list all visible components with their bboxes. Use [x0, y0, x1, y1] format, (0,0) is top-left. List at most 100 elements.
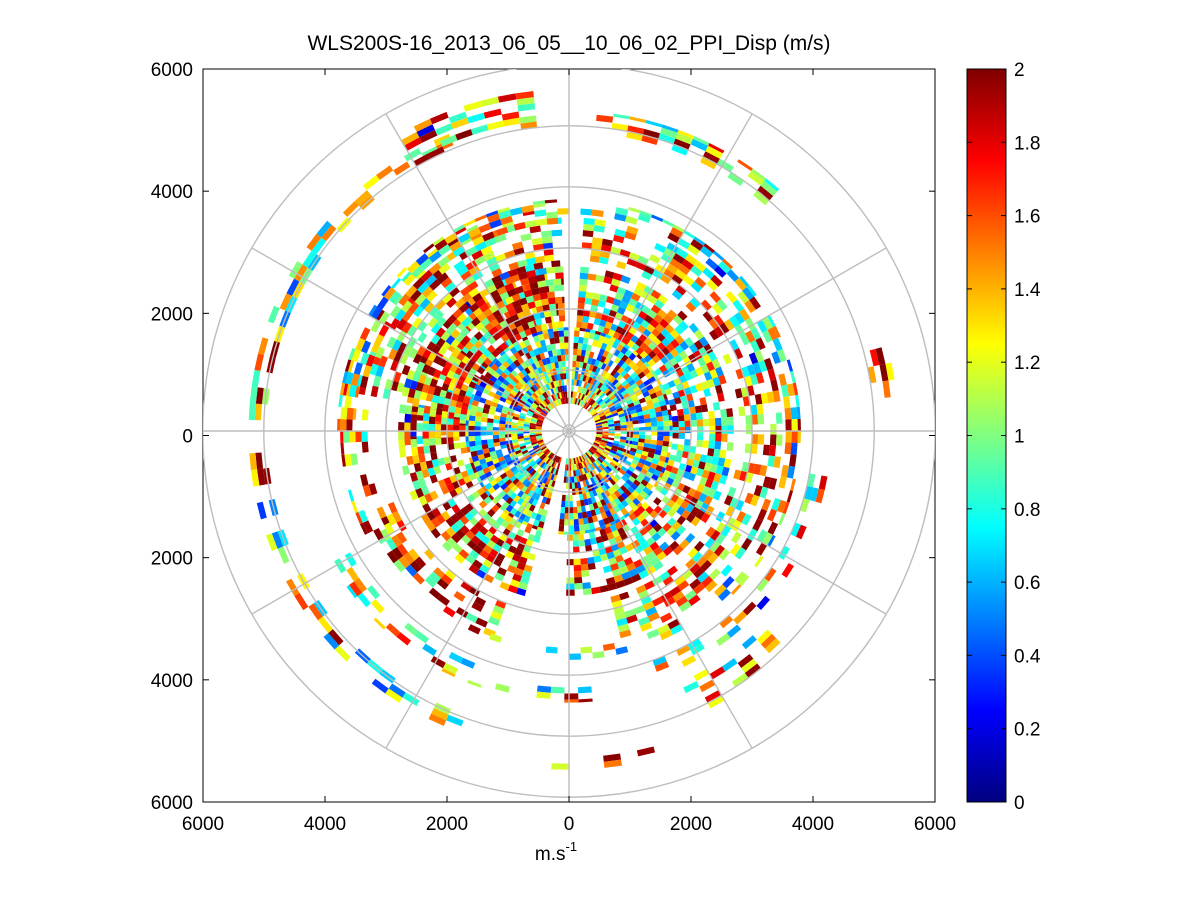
data-bin: [551, 480, 556, 488]
data-bin: [602, 434, 609, 438]
data-bin: [722, 353, 732, 365]
data-bin: [517, 371, 525, 379]
data-bin: [673, 545, 684, 556]
data-bin: [610, 485, 618, 493]
data-bin: [720, 564, 733, 577]
data-bin: [756, 403, 764, 415]
data-bin: [542, 329, 549, 334]
data-bin: [784, 442, 792, 455]
data-bin: [588, 364, 595, 372]
data-bin: [556, 392, 561, 400]
data-bin: [466, 494, 476, 503]
data-bin: [583, 453, 589, 460]
data-bin: [635, 359, 644, 368]
data-bin: [537, 366, 543, 374]
data-bin: [577, 512, 583, 520]
data-bin: [508, 512, 515, 519]
data-bin: [666, 451, 671, 458]
data-bin: [678, 426, 685, 434]
data-bin: [585, 389, 590, 396]
data-bin: [579, 468, 584, 476]
data-bin: [685, 301, 697, 313]
data-bin: [554, 468, 559, 476]
data-bin: [496, 286, 507, 296]
data-bin: [580, 208, 593, 216]
data-bin: [499, 350, 506, 357]
data-bin: [588, 490, 595, 498]
data-bin: [659, 571, 671, 582]
x-tick-label: 6000: [914, 814, 956, 835]
data-bin: [688, 353, 698, 363]
data-bin: [556, 456, 561, 463]
data-bin: [750, 404, 758, 416]
data-bin: [588, 391, 594, 398]
data-bin: [509, 354, 517, 363]
data-bin: [267, 305, 280, 324]
data-bin: [437, 479, 447, 489]
data-bin: [475, 297, 486, 308]
data-bin: [541, 345, 548, 353]
data-bin: [403, 273, 416, 287]
data-bin: [444, 569, 457, 581]
data-bin: [433, 310, 444, 322]
data-bin: [460, 506, 470, 516]
data-bin: [363, 175, 380, 191]
data-bin: [453, 442, 461, 450]
data-bin: [629, 409, 637, 415]
data-bin: [647, 332, 657, 342]
data-bin: [700, 560, 712, 572]
data-bin: [553, 278, 562, 286]
data-bin: [659, 612, 673, 624]
data-bin: [519, 476, 527, 484]
data-bin: [546, 266, 556, 274]
data-bin: [677, 444, 685, 452]
data-bin: [660, 127, 678, 139]
data-bin: [632, 497, 641, 506]
data-bin: [572, 360, 577, 368]
data-bin: [639, 342, 649, 351]
data-bin: [612, 234, 625, 244]
data-bin: [493, 462, 502, 469]
data-bin: [626, 257, 638, 267]
data-bin: [643, 546, 654, 556]
data-bin: [499, 271, 510, 281]
data-bin: [442, 606, 456, 618]
data-bin: [624, 608, 636, 618]
data-bin: [690, 516, 701, 527]
data-bin: [483, 496, 492, 505]
data-bin: [595, 422, 602, 426]
y-tick-label: 0: [182, 427, 193, 448]
data-bin: [656, 350, 666, 360]
data-bin: [543, 248, 554, 256]
data-bin: [621, 295, 631, 304]
data-bin: [514, 384, 522, 391]
data-bin: [339, 382, 346, 396]
data-bin: [589, 408, 596, 414]
data-bin: [650, 417, 658, 423]
data-bin: [662, 415, 670, 422]
data-bin: [487, 379, 495, 387]
data-bin: [547, 297, 556, 305]
data-bin: [503, 117, 521, 127]
data-bin: [470, 450, 478, 458]
data-bin: [598, 411, 605, 416]
data-bin: [455, 607, 469, 618]
data-bin: [566, 583, 575, 590]
data-bin: [645, 482, 654, 491]
data-bin: [519, 115, 537, 124]
data-bin: [486, 344, 496, 354]
data-bin: [785, 419, 792, 431]
data-bin: [479, 473, 488, 482]
data-bin: [576, 500, 581, 507]
data-bin: [666, 526, 677, 537]
data-bin: [445, 517, 456, 528]
data-bin: [610, 594, 621, 603]
data-bin: [426, 510, 436, 521]
data-bin: [428, 306, 440, 318]
data-bin: [642, 560, 654, 570]
data-bin: [708, 142, 725, 154]
data-bin: [452, 245, 466, 257]
data-bin: [610, 396, 618, 403]
data-bin: [600, 525, 607, 530]
data-bin: [547, 491, 553, 499]
